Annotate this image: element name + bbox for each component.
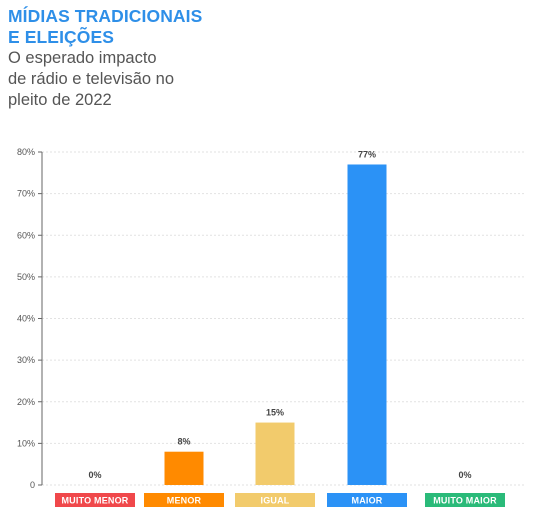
y-tick-label-8: 80%	[17, 147, 35, 157]
bar-2	[255, 422, 295, 485]
category-pill-3	[327, 493, 407, 507]
category-pill-1	[144, 493, 224, 507]
category-label-0: MUITO MENOR	[61, 496, 128, 506]
category-pill-4	[425, 493, 505, 507]
chart-subtitle-line-1: O esperado impacto	[8, 49, 157, 67]
category-label-3: MAIOR	[352, 496, 383, 506]
y-tick-label-7: 70%	[17, 189, 35, 199]
chart-subtitle-line-2: de rádio e televisão no	[8, 70, 175, 88]
category-label-4: MUITO MAIOR	[433, 496, 497, 506]
bar-1	[164, 451, 204, 485]
chart-title: MÍDIAS TRADICIONAIS E ELEIÇÕES	[8, 6, 202, 48]
chart-title-line-1: MÍDIAS TRADICIONAIS	[8, 6, 203, 26]
category-pill-2	[235, 493, 315, 507]
bar-3	[347, 164, 387, 486]
y-tick-label-0: 0	[30, 480, 35, 490]
chart-subtitle-line-3: pleito de 2022	[8, 91, 112, 109]
chart-subtitle: O esperado impacto de rádio e televisão …	[8, 48, 174, 111]
y-tick-label-1: 10%	[17, 438, 35, 448]
value-label-3: 77%	[358, 149, 376, 159]
y-tick-label-2: 20%	[17, 397, 35, 407]
y-tick-label-5: 50%	[17, 272, 35, 282]
y-tick-label-4: 40%	[17, 314, 35, 324]
value-label-2: 15%	[266, 408, 284, 418]
category-label-2: IGUAL	[261, 496, 290, 506]
value-label-0: 0%	[88, 470, 101, 480]
category-label-1: MENOR	[167, 496, 202, 506]
value-label-4: 0%	[458, 470, 471, 480]
value-label-1: 8%	[177, 437, 190, 447]
y-tick-label-6: 60%	[17, 230, 35, 240]
category-pill-0	[55, 493, 135, 507]
y-tick-label-3: 30%	[17, 355, 35, 365]
chart-title-line-2: E ELEIÇÕES	[8, 27, 115, 47]
